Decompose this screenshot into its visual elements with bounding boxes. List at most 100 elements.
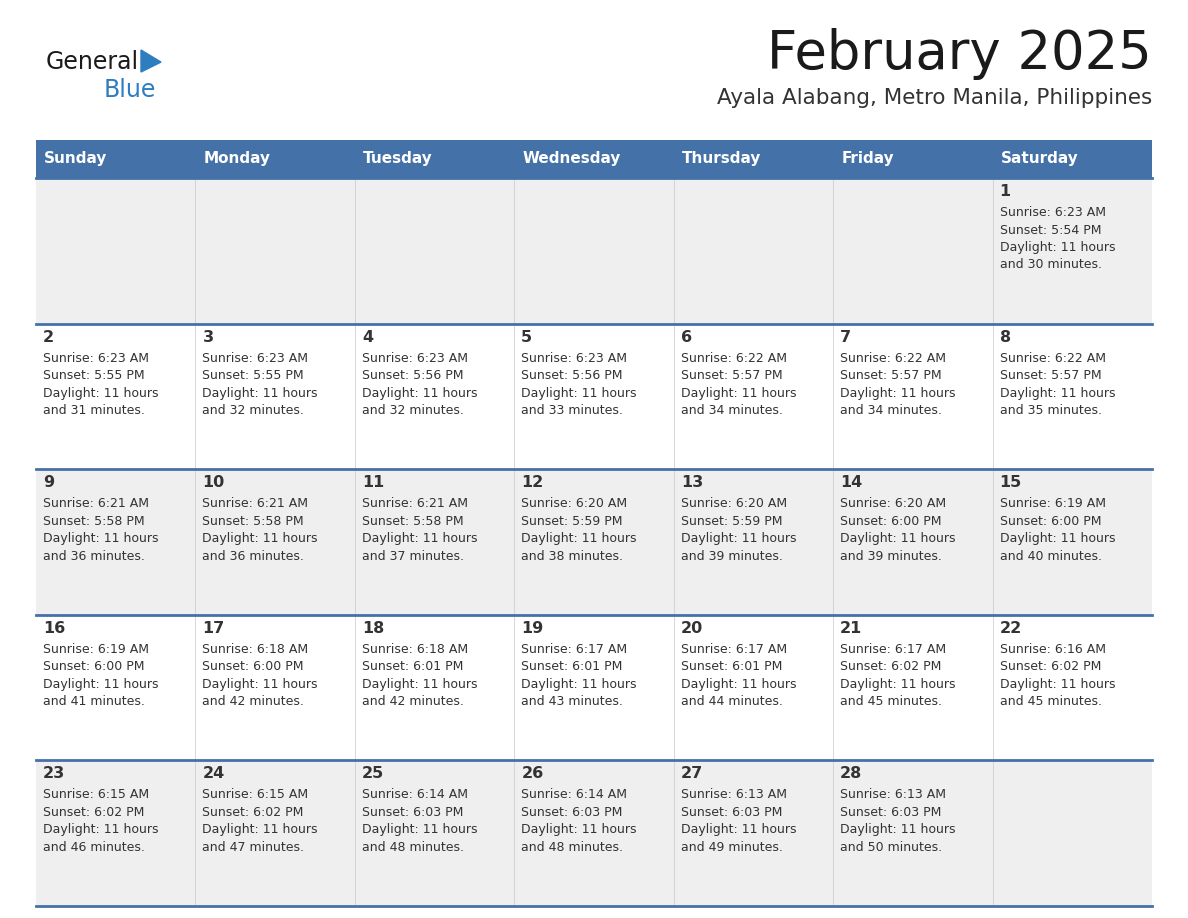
- Text: Daylight: 11 hours: Daylight: 11 hours: [202, 677, 318, 691]
- Text: Sunrise: 6:23 AM: Sunrise: 6:23 AM: [362, 352, 468, 364]
- Text: and 30 minutes.: and 30 minutes.: [999, 259, 1101, 272]
- Text: 10: 10: [202, 476, 225, 490]
- Text: Daylight: 11 hours: Daylight: 11 hours: [840, 823, 955, 836]
- Text: Sunset: 6:00 PM: Sunset: 6:00 PM: [999, 515, 1101, 528]
- Text: 28: 28: [840, 767, 862, 781]
- Text: 22: 22: [999, 621, 1022, 636]
- Text: and 37 minutes.: and 37 minutes.: [362, 550, 463, 563]
- Text: and 36 minutes.: and 36 minutes.: [202, 550, 304, 563]
- Text: Daylight: 11 hours: Daylight: 11 hours: [522, 386, 637, 399]
- Text: Sunrise: 6:18 AM: Sunrise: 6:18 AM: [202, 643, 309, 655]
- Bar: [514, 140, 674, 178]
- Text: and 32 minutes.: and 32 minutes.: [362, 404, 463, 417]
- Text: Sunset: 5:59 PM: Sunset: 5:59 PM: [681, 515, 782, 528]
- Text: Daylight: 11 hours: Daylight: 11 hours: [43, 532, 158, 545]
- Text: Sunrise: 6:15 AM: Sunrise: 6:15 AM: [202, 789, 309, 801]
- Text: Sunrise: 6:17 AM: Sunrise: 6:17 AM: [681, 643, 786, 655]
- Text: and 48 minutes.: and 48 minutes.: [362, 841, 463, 854]
- Text: Sunset: 6:00 PM: Sunset: 6:00 PM: [840, 515, 942, 528]
- Text: Sunrise: 6:19 AM: Sunrise: 6:19 AM: [43, 643, 148, 655]
- Text: and 45 minutes.: and 45 minutes.: [999, 695, 1101, 709]
- Text: Sunset: 5:58 PM: Sunset: 5:58 PM: [43, 515, 145, 528]
- Text: Sunrise: 6:23 AM: Sunrise: 6:23 AM: [522, 352, 627, 364]
- Bar: [196, 140, 355, 178]
- Text: Daylight: 11 hours: Daylight: 11 hours: [522, 677, 637, 691]
- Text: and 32 minutes.: and 32 minutes.: [202, 404, 304, 417]
- Text: and 42 minutes.: and 42 minutes.: [362, 695, 463, 709]
- Text: Sunrise: 6:17 AM: Sunrise: 6:17 AM: [840, 643, 947, 655]
- Text: Sunrise: 6:22 AM: Sunrise: 6:22 AM: [840, 352, 946, 364]
- Text: Daylight: 11 hours: Daylight: 11 hours: [202, 532, 318, 545]
- Text: 3: 3: [202, 330, 214, 344]
- Text: Sunrise: 6:17 AM: Sunrise: 6:17 AM: [522, 643, 627, 655]
- Text: Daylight: 11 hours: Daylight: 11 hours: [999, 532, 1116, 545]
- Text: 21: 21: [840, 621, 862, 636]
- Text: Sunset: 6:03 PM: Sunset: 6:03 PM: [681, 806, 782, 819]
- Text: 8: 8: [999, 330, 1011, 344]
- Text: 16: 16: [43, 621, 65, 636]
- Text: Sunset: 6:00 PM: Sunset: 6:00 PM: [202, 660, 304, 673]
- Text: Daylight: 11 hours: Daylight: 11 hours: [202, 386, 318, 399]
- Text: and 39 minutes.: and 39 minutes.: [840, 550, 942, 563]
- Text: 17: 17: [202, 621, 225, 636]
- Text: Sunset: 5:55 PM: Sunset: 5:55 PM: [202, 369, 304, 382]
- Text: Sunrise: 6:22 AM: Sunrise: 6:22 AM: [999, 352, 1106, 364]
- Text: 7: 7: [840, 330, 852, 344]
- Text: and 35 minutes.: and 35 minutes.: [999, 404, 1101, 417]
- Text: Blue: Blue: [105, 78, 157, 102]
- Text: and 44 minutes.: and 44 minutes.: [681, 695, 783, 709]
- Text: General: General: [46, 50, 139, 74]
- Text: 24: 24: [202, 767, 225, 781]
- Text: Daylight: 11 hours: Daylight: 11 hours: [840, 532, 955, 545]
- Text: 15: 15: [999, 476, 1022, 490]
- Text: Daylight: 11 hours: Daylight: 11 hours: [43, 677, 158, 691]
- Text: Saturday: Saturday: [1000, 151, 1079, 166]
- Text: 13: 13: [681, 476, 703, 490]
- Bar: [36, 178, 1152, 324]
- Text: Sunset: 5:54 PM: Sunset: 5:54 PM: [999, 223, 1101, 237]
- Text: Daylight: 11 hours: Daylight: 11 hours: [522, 532, 637, 545]
- Text: Sunset: 5:56 PM: Sunset: 5:56 PM: [522, 369, 623, 382]
- Text: and 38 minutes.: and 38 minutes.: [522, 550, 624, 563]
- Text: Daylight: 11 hours: Daylight: 11 hours: [43, 386, 158, 399]
- Text: Sunday: Sunday: [44, 151, 107, 166]
- Bar: [36, 324, 1152, 469]
- Text: and 34 minutes.: and 34 minutes.: [681, 404, 783, 417]
- Text: 25: 25: [362, 767, 384, 781]
- Text: and 45 minutes.: and 45 minutes.: [840, 695, 942, 709]
- Text: Sunset: 6:01 PM: Sunset: 6:01 PM: [522, 660, 623, 673]
- Text: Daylight: 11 hours: Daylight: 11 hours: [840, 386, 955, 399]
- Text: Daylight: 11 hours: Daylight: 11 hours: [362, 677, 478, 691]
- Text: Daylight: 11 hours: Daylight: 11 hours: [681, 823, 796, 836]
- Text: Sunrise: 6:14 AM: Sunrise: 6:14 AM: [362, 789, 468, 801]
- Text: Sunrise: 6:19 AM: Sunrise: 6:19 AM: [999, 498, 1106, 510]
- Text: Sunrise: 6:21 AM: Sunrise: 6:21 AM: [202, 498, 309, 510]
- Text: 19: 19: [522, 621, 544, 636]
- Text: and 50 minutes.: and 50 minutes.: [840, 841, 942, 854]
- Text: Sunrise: 6:13 AM: Sunrise: 6:13 AM: [840, 789, 946, 801]
- Bar: [36, 760, 1152, 906]
- Text: Sunrise: 6:20 AM: Sunrise: 6:20 AM: [681, 498, 786, 510]
- Text: Daylight: 11 hours: Daylight: 11 hours: [681, 532, 796, 545]
- Text: Sunset: 5:57 PM: Sunset: 5:57 PM: [999, 369, 1101, 382]
- Text: and 31 minutes.: and 31 minutes.: [43, 404, 145, 417]
- Text: Sunset: 6:00 PM: Sunset: 6:00 PM: [43, 660, 145, 673]
- Text: Sunrise: 6:20 AM: Sunrise: 6:20 AM: [840, 498, 947, 510]
- Text: Sunrise: 6:13 AM: Sunrise: 6:13 AM: [681, 789, 786, 801]
- Text: 27: 27: [681, 767, 703, 781]
- Text: Sunrise: 6:18 AM: Sunrise: 6:18 AM: [362, 643, 468, 655]
- Text: 14: 14: [840, 476, 862, 490]
- Text: Daylight: 11 hours: Daylight: 11 hours: [362, 823, 478, 836]
- Text: 6: 6: [681, 330, 691, 344]
- Text: Daylight: 11 hours: Daylight: 11 hours: [999, 241, 1116, 254]
- Text: Sunset: 6:02 PM: Sunset: 6:02 PM: [840, 660, 942, 673]
- Text: and 46 minutes.: and 46 minutes.: [43, 841, 145, 854]
- Text: Daylight: 11 hours: Daylight: 11 hours: [999, 677, 1116, 691]
- Text: Sunrise: 6:22 AM: Sunrise: 6:22 AM: [681, 352, 786, 364]
- Text: and 49 minutes.: and 49 minutes.: [681, 841, 783, 854]
- Bar: [36, 140, 196, 178]
- Text: Sunrise: 6:21 AM: Sunrise: 6:21 AM: [362, 498, 468, 510]
- Text: 11: 11: [362, 476, 384, 490]
- Text: Daylight: 11 hours: Daylight: 11 hours: [840, 677, 955, 691]
- Text: February 2025: February 2025: [767, 28, 1152, 80]
